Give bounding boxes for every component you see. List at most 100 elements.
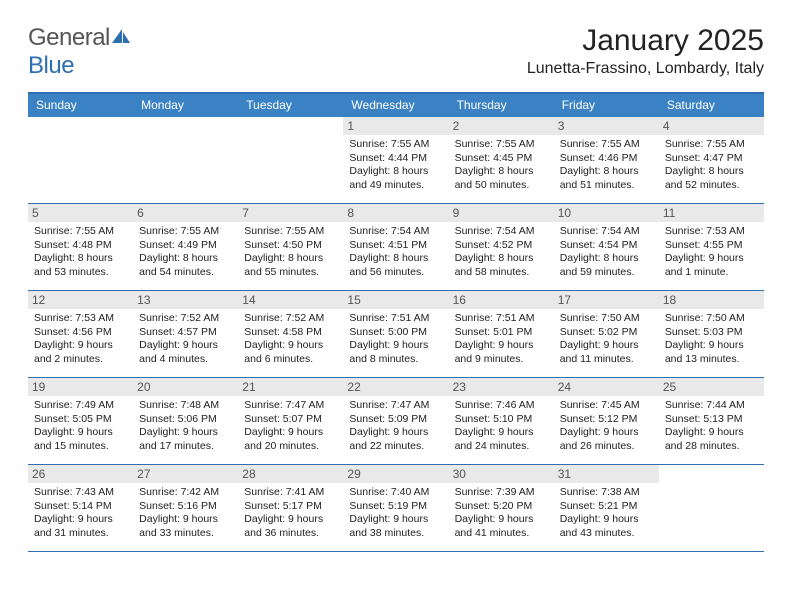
- day-cell: 2Sunrise: 7:55 AMSunset: 4:45 PMDaylight…: [449, 117, 554, 203]
- day-details: Sunrise: 7:49 AMSunset: 5:05 PMDaylight:…: [34, 399, 127, 454]
- day-details: Sunrise: 7:46 AMSunset: 5:10 PMDaylight:…: [455, 399, 548, 454]
- daylight-line-2: and 17 minutes.: [139, 440, 232, 454]
- sunrise-line: Sunrise: 7:55 AM: [244, 225, 337, 239]
- day-number: 20: [133, 378, 238, 396]
- day-cell: 17Sunrise: 7:50 AMSunset: 5:02 PMDayligh…: [554, 291, 659, 377]
- day-details: Sunrise: 7:47 AMSunset: 5:09 PMDaylight:…: [349, 399, 442, 454]
- sunrise-line: Sunrise: 7:45 AM: [560, 399, 653, 413]
- sunrise-line: Sunrise: 7:55 AM: [349, 138, 442, 152]
- day-details: Sunrise: 7:53 AMSunset: 4:56 PMDaylight:…: [34, 312, 127, 367]
- daylight-line-1: Daylight: 8 hours: [244, 252, 337, 266]
- sunset-line: Sunset: 4:49 PM: [139, 239, 232, 253]
- daylight-line-1: Daylight: 9 hours: [244, 339, 337, 353]
- day-number: 1: [343, 117, 448, 135]
- sunrise-line: Sunrise: 7:49 AM: [34, 399, 127, 413]
- daylight-line-1: Daylight: 9 hours: [34, 339, 127, 353]
- day-number: 14: [238, 291, 343, 309]
- sunrise-line: Sunrise: 7:41 AM: [244, 486, 337, 500]
- day-number: 4: [659, 117, 764, 135]
- sunrise-line: Sunrise: 7:39 AM: [455, 486, 548, 500]
- daylight-line-2: and 36 minutes.: [244, 527, 337, 541]
- logo-sail-icon: [110, 27, 132, 50]
- day-cell: 8Sunrise: 7:54 AMSunset: 4:51 PMDaylight…: [343, 204, 448, 290]
- day-cell: [659, 465, 764, 551]
- day-cell: 19 Sunrise: 7:49 AMSunset: 5:05 PMDayligh…: [28, 378, 133, 464]
- sunrise-line: Sunrise: 7:55 AM: [560, 138, 653, 152]
- day-details: Sunrise: 7:52 AMSunset: 4:57 PMDaylight:…: [139, 312, 232, 367]
- day-cell: 28Sunrise: 7:41 AMSunset: 5:17 PMDayligh…: [238, 465, 343, 551]
- day-details: Sunrise: 7:55 AMSunset: 4:46 PMDaylight:…: [560, 138, 653, 193]
- sunset-line: Sunset: 4:55 PM: [665, 239, 758, 253]
- daylight-line-2: and 31 minutes.: [34, 527, 127, 541]
- sunset-line: Sunset: 5:21 PM: [560, 500, 653, 514]
- daylight-line-1: Daylight: 8 hours: [560, 252, 653, 266]
- sunrise-line: Sunrise: 7:54 AM: [349, 225, 442, 239]
- daylight-line-2: and 22 minutes.: [349, 440, 442, 454]
- sunrise-line: Sunrise: 7:50 AM: [560, 312, 653, 326]
- day-cell: [28, 117, 133, 203]
- sunset-line: Sunset: 5:19 PM: [349, 500, 442, 514]
- week-row: 1 Sunrise: 7:55 AMSunset: 4:44 PMDaylight…: [28, 117, 764, 204]
- daylight-line-2: and 53 minutes.: [34, 266, 127, 280]
- day-cell: 11Sunrise: 7:53 AMSunset: 4:55 PMDayligh…: [659, 204, 764, 290]
- day-number: 9: [449, 204, 554, 222]
- sunrise-line: Sunrise: 7:54 AM: [455, 225, 548, 239]
- sunset-line: Sunset: 5:14 PM: [34, 500, 127, 514]
- day-cell: 30Sunrise: 7:39 AMSunset: 5:20 PMDayligh…: [449, 465, 554, 551]
- daylight-line-1: Daylight: 8 hours: [455, 165, 548, 179]
- daylight-line-2: and 15 minutes.: [34, 440, 127, 454]
- sunrise-line: Sunrise: 7:52 AM: [244, 312, 337, 326]
- sunset-line: Sunset: 5:12 PM: [560, 413, 653, 427]
- day-details: Sunrise: 7:55 AMSunset: 4:49 PMDaylight:…: [139, 225, 232, 280]
- day-details: Sunrise: 7:55 AMSunset: 4:50 PMDaylight:…: [244, 225, 337, 280]
- sunrise-line: Sunrise: 7:54 AM: [560, 225, 653, 239]
- sunrise-line: Sunrise: 7:40 AM: [349, 486, 442, 500]
- header: General Blue January 2025 Lunetta-Frassi…: [28, 24, 764, 80]
- week-row: 12Sunrise: 7:53 AMSunset: 4:56 PMDayligh…: [28, 291, 764, 378]
- day-number: 25: [659, 378, 764, 396]
- day-details: Sunrise: 7:52 AMSunset: 4:58 PMDaylight:…: [244, 312, 337, 367]
- day-number: 19: [28, 378, 133, 396]
- sunrise-line: Sunrise: 7:47 AM: [349, 399, 442, 413]
- sunrise-line: Sunrise: 7:43 AM: [34, 486, 127, 500]
- day-details: Sunrise: 7:55 AMSunset: 4:45 PMDaylight:…: [455, 138, 548, 193]
- day-details: Sunrise: 7:45 AMSunset: 5:12 PMDaylight:…: [560, 399, 653, 454]
- day-number: 13: [133, 291, 238, 309]
- sunset-line: Sunset: 4:52 PM: [455, 239, 548, 253]
- day-details: Sunrise: 7:41 AMSunset: 5:17 PMDaylight:…: [244, 486, 337, 541]
- sunrise-line: Sunrise: 7:55 AM: [455, 138, 548, 152]
- sunrise-line: Sunrise: 7:50 AM: [665, 312, 758, 326]
- sunrise-line: Sunrise: 7:44 AM: [665, 399, 758, 413]
- day-details: Sunrise: 7:55 AMSunset: 4:44 PMDaylight:…: [349, 138, 442, 193]
- day-number: 7: [238, 204, 343, 222]
- weekday-tue: Tuesday: [238, 94, 343, 117]
- sunset-line: Sunset: 5:00 PM: [349, 326, 442, 340]
- sunrise-line: Sunrise: 7:47 AM: [244, 399, 337, 413]
- daylight-line-2: and 59 minutes.: [560, 266, 653, 280]
- daylight-line-2: and 26 minutes.: [560, 440, 653, 454]
- daylight-line-1: Daylight: 8 hours: [665, 165, 758, 179]
- logo-text-blue: Blue: [28, 52, 74, 79]
- day-cell: 9Sunrise: 7:54 AMSunset: 4:52 PMDaylight…: [449, 204, 554, 290]
- sunset-line: Sunset: 4:54 PM: [560, 239, 653, 253]
- sunrise-line: Sunrise: 7:52 AM: [139, 312, 232, 326]
- day-number: 6: [133, 204, 238, 222]
- day-number: 27: [133, 465, 238, 483]
- sunset-line: Sunset: 4:51 PM: [349, 239, 442, 253]
- day-details: Sunrise: 7:40 AMSunset: 5:19 PMDaylight:…: [349, 486, 442, 541]
- sunset-line: Sunset: 5:02 PM: [560, 326, 653, 340]
- day-cell: 16Sunrise: 7:51 AMSunset: 5:01 PMDayligh…: [449, 291, 554, 377]
- sunset-line: Sunset: 4:48 PM: [34, 239, 127, 253]
- daylight-line-1: Daylight: 9 hours: [560, 339, 653, 353]
- sunset-line: Sunset: 5:20 PM: [455, 500, 548, 514]
- weekday-row: Sunday Monday Tuesday Wednesday Thursday…: [28, 94, 764, 117]
- daylight-line-1: Daylight: 9 hours: [455, 513, 548, 527]
- day-number: 10: [554, 204, 659, 222]
- daylight-line-1: Daylight: 9 hours: [665, 252, 758, 266]
- sunset-line: Sunset: 5:13 PM: [665, 413, 758, 427]
- sunset-line: Sunset: 4:45 PM: [455, 152, 548, 166]
- weekday-sun: Sunday: [28, 94, 133, 117]
- day-details: Sunrise: 7:48 AMSunset: 5:06 PMDaylight:…: [139, 399, 232, 454]
- day-details: Sunrise: 7:43 AMSunset: 5:14 PMDaylight:…: [34, 486, 127, 541]
- sunrise-line: Sunrise: 7:46 AM: [455, 399, 548, 413]
